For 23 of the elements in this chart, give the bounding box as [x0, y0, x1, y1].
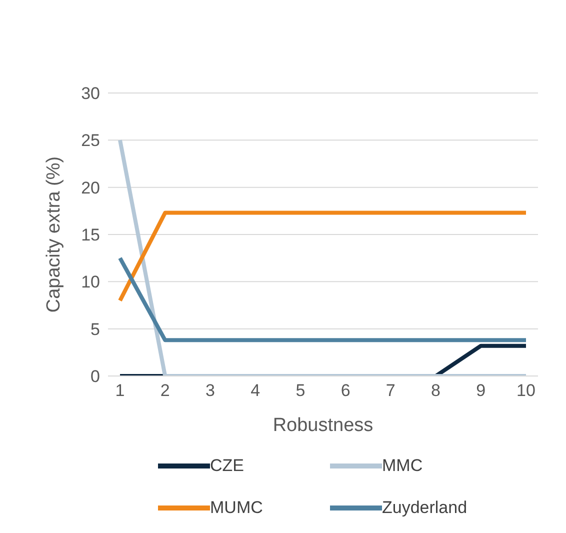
legend-label: MUMC	[210, 498, 263, 518]
x-tick-label: 5	[296, 381, 306, 400]
x-tick-label: 9	[476, 381, 486, 400]
y-tick-label: 5	[90, 320, 100, 339]
x-tick-label: 1	[115, 381, 125, 400]
y-tick-label: 15	[81, 226, 100, 245]
x-tick-label: 8	[431, 381, 441, 400]
y-tick-label: 25	[81, 131, 100, 150]
x-tick-label: 3	[205, 381, 215, 400]
x-axis-title: Robustness	[272, 415, 374, 436]
legend-label: CZE	[210, 456, 244, 476]
x-tick-label: 2	[160, 381, 170, 400]
x-tick-label: 10	[516, 381, 536, 400]
y-tick-label: 30	[81, 84, 100, 104]
y-axis-title: Capacity extra (%)	[44, 156, 65, 313]
y-tick-label: 0	[90, 367, 100, 386]
x-tick-label: 7	[386, 381, 396, 400]
y-tick-label: 10	[81, 272, 100, 292]
x-tick-label: 6	[340, 381, 350, 400]
x-tick-label: 4	[250, 381, 260, 400]
legend-label: MMC	[382, 456, 423, 476]
y-tick-label: 20	[81, 178, 100, 198]
legend-label: Zuyderland	[382, 498, 468, 518]
